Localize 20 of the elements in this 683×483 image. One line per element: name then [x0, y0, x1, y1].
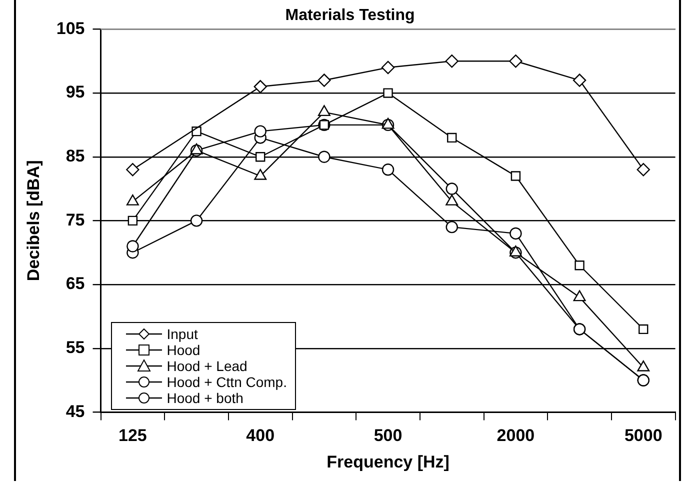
x-tick-label: 500 [374, 426, 402, 446]
x-tick-label: 125 [118, 426, 147, 446]
legend-label: Hood [166, 342, 200, 358]
y-tick-label: 85 [66, 146, 85, 166]
x-tick-label: 2000 [496, 426, 535, 446]
y-axis-title: Decibels [dBA] [24, 160, 43, 282]
legend-label: Input [166, 326, 198, 342]
x-axis-title: Frequency [Hz] [326, 452, 450, 472]
legend-label: Hood + Lead [166, 358, 248, 374]
y-tick-label: 45 [66, 402, 85, 421]
y-tick-label: 105 [56, 18, 85, 38]
y-tick-label: 75 [66, 210, 85, 230]
x-tick-label: 400 [246, 426, 275, 446]
legend-label: Hood + both [166, 390, 244, 406]
legend-label: Hood + Cttn Comp. [166, 374, 287, 390]
y-tick-label: 55 [66, 338, 85, 358]
chart-title: Materials Testing [285, 7, 415, 24]
y-tick-label: 95 [66, 82, 85, 102]
x-tick-label: 5000 [624, 426, 662, 446]
y-tick-label: 65 [66, 274, 85, 294]
